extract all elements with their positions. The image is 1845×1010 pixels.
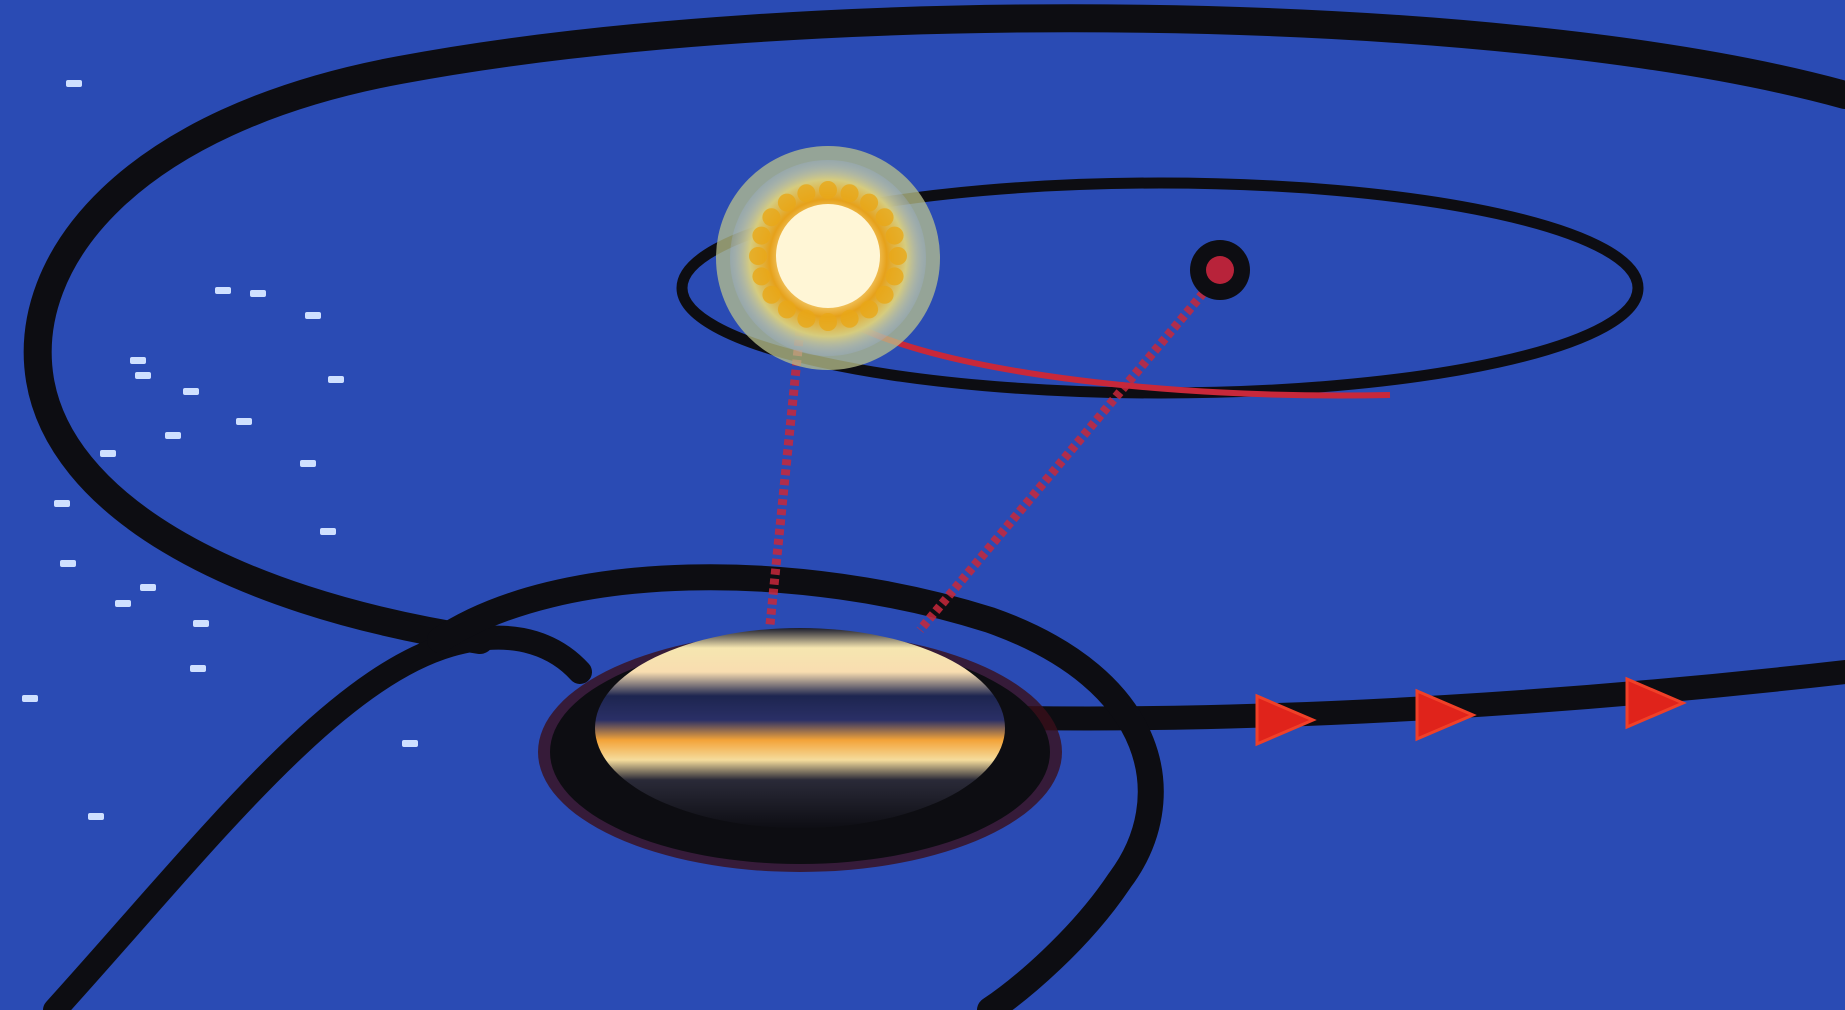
sun-ray [875,208,894,227]
star-dot-icon [215,287,231,294]
small-planet-icon [1190,240,1250,300]
starfield [22,80,418,820]
star-dot-icon [183,388,199,395]
chevron-right-icon [1415,688,1477,742]
sun-ray [752,226,771,245]
sun-ray [819,181,837,199]
chevron-right-icon [1255,693,1317,747]
star-dot-icon [300,460,316,467]
sun-ray [777,193,796,212]
sun-ray [797,184,816,203]
sun-ray [752,267,771,286]
sun-ray [885,226,904,245]
sun-ray [860,193,879,212]
transfer-trajectory [43,625,592,1010]
sun-icon [716,146,940,370]
sun-ray [749,247,767,265]
star-dot-icon [88,813,104,820]
sun-ray [819,313,837,331]
star-dot-icon [320,528,336,535]
sun-ray [889,247,907,265]
chevron-right-icon [1625,676,1687,730]
star-dot-icon [135,372,151,379]
star-dot-icon [193,620,209,627]
star-dot-icon [236,418,252,425]
sun-ray [762,208,781,227]
sightline-planet-giant [916,282,1214,633]
sun-ray [885,267,904,286]
star-dot-icon [140,584,156,591]
star-dot-icon [305,312,321,319]
star-dot-icon [66,80,82,87]
sun-ray [762,285,781,304]
outer-orbit [23,4,1845,654]
sun-ray [860,300,879,319]
striped-planet-icon [538,628,1062,872]
star-dot-icon [130,357,146,364]
star-dot-icon [190,665,206,672]
trajectory-arrows [1255,676,1687,747]
capture-loop [427,564,1164,1010]
sun-ray [840,184,859,203]
star-dot-icon [54,500,70,507]
inner-orbit [676,177,1644,399]
star-dot-icon [22,695,38,702]
star-dot-icon [60,560,76,567]
sun-ray [840,309,859,328]
sun-ray [875,285,894,304]
sun-ray [797,309,816,328]
sun-ray [777,300,796,319]
star-dot-icon [402,740,418,747]
star-dot-icon [165,432,181,439]
star-dot-icon [328,376,344,383]
star-dot-icon [250,290,266,297]
star-dot-icon [115,600,131,607]
star-dot-icon [100,450,116,457]
